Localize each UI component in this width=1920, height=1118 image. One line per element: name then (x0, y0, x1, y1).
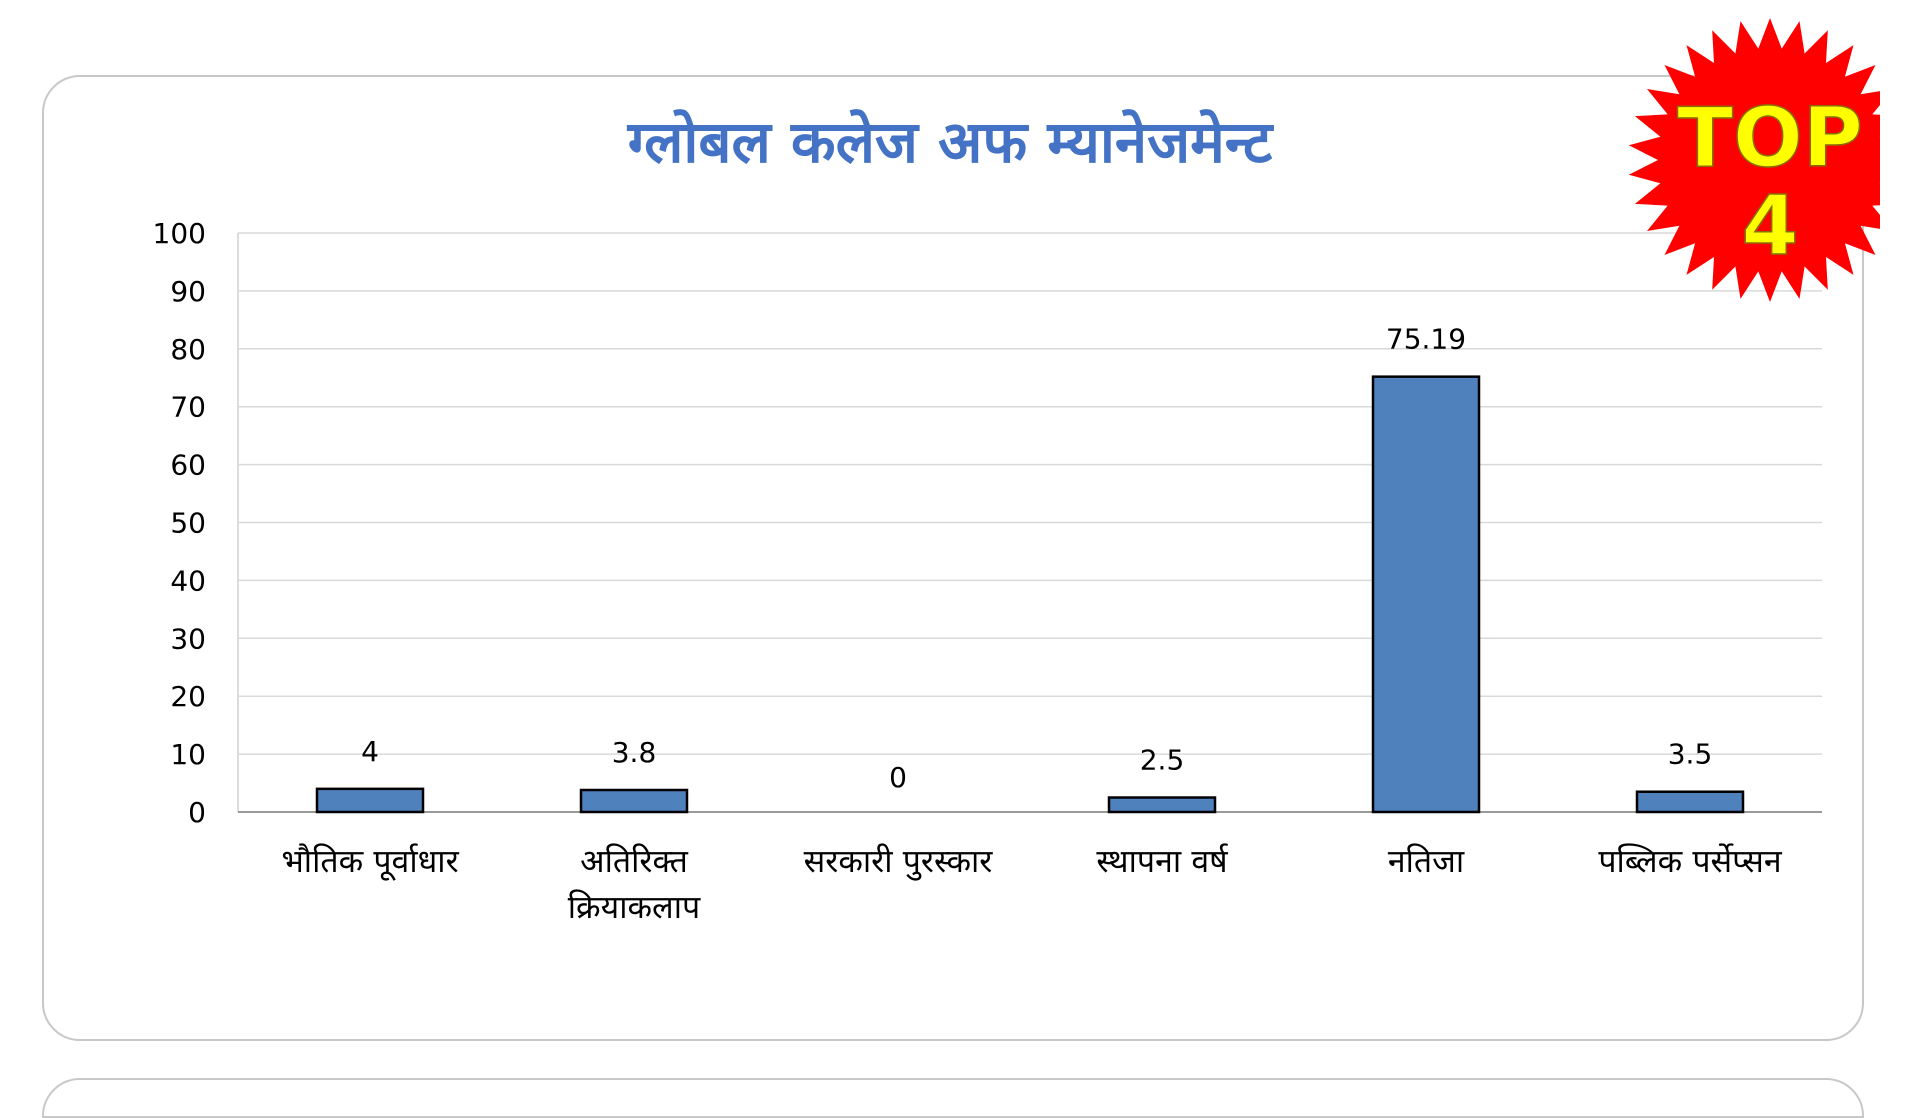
chart-title: ग्लोबल कलेज अफ म्यानेजमेन्ट (627, 108, 1273, 176)
starburst-badge-icon (1628, 18, 1880, 302)
y-tick-label: 0 (188, 796, 206, 829)
data-label: 3.8 (612, 736, 657, 769)
y-tick-label: 60 (170, 449, 206, 482)
y-tick-label: 100 (153, 217, 206, 250)
y-tick-label: 70 (170, 391, 206, 424)
data-label: 75.19 (1386, 323, 1466, 356)
data-label: 3.5 (1668, 738, 1713, 771)
chart-card (42, 75, 1864, 1041)
y-axis-ticks: 0 10 20 30 40 50 60 70 80 90 100 (153, 217, 206, 829)
data-label: 0 (889, 761, 907, 794)
data-label: 4 (361, 735, 379, 768)
y-tick-label: 20 (170, 680, 206, 713)
y-tick-label: 30 (170, 622, 206, 655)
bar (315, 787, 425, 814)
category-labels: भौतिक पूर्वाधार अतिरिक्त क्रियाकलाप सरकारी … (281, 842, 1783, 926)
gridlines (237, 232, 1822, 813)
category-label: अतिरिक्त (580, 842, 689, 880)
category-label: क्रियाकलाप (568, 888, 701, 926)
top-badge: TOP 4 (1628, 18, 1880, 302)
next-card-edge (42, 1078, 1864, 1118)
category-label: स्थापना वर्ष (1096, 842, 1228, 880)
y-tick-label: 50 (170, 507, 206, 540)
category-label: भौतिक पूर्वाधार (281, 842, 459, 881)
bar (1371, 375, 1481, 814)
y-tick-label: 80 (170, 333, 206, 366)
bar (579, 788, 689, 814)
bar (1635, 790, 1745, 814)
category-label: सरकारी पुरस्कार (804, 842, 994, 881)
badge-text-number: 4 (1741, 179, 1798, 274)
y-tick-label: 40 (170, 564, 206, 597)
data-labels: 4 3.8 0 2.5 75.19 3.5 (361, 323, 1712, 794)
category-label: नतिजा (1388, 842, 1465, 880)
badge-text-top: TOP (1677, 91, 1863, 186)
data-label: 2.5 (1140, 744, 1185, 777)
category-label: पब्लिक पर्सेप्सन (1598, 842, 1783, 880)
y-tick-label: 10 (170, 738, 206, 771)
bars (315, 375, 1745, 814)
y-tick-label: 90 (170, 275, 206, 308)
bar (1107, 796, 1217, 814)
